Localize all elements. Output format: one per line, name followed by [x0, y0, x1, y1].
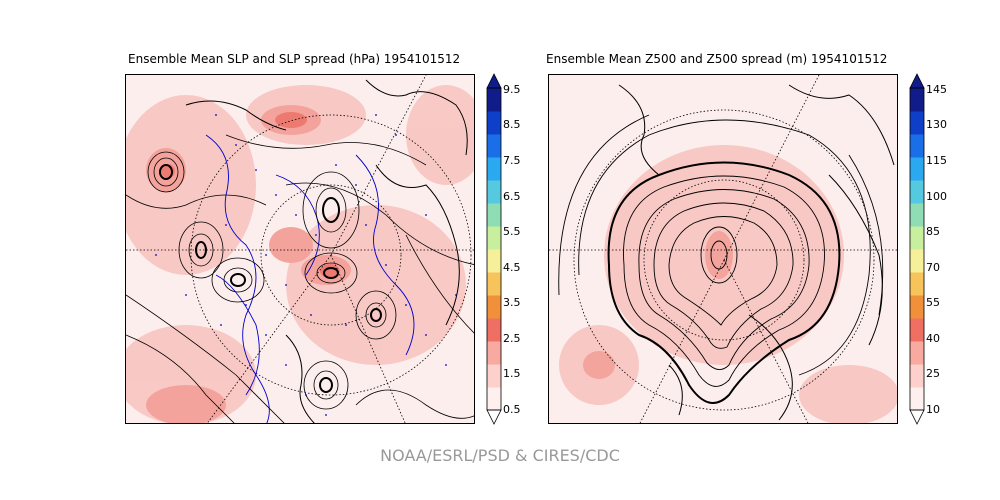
colorbar-min-arrow	[486, 409, 502, 425]
colorbar-segment	[487, 111, 501, 135]
colorbar-frame	[486, 87, 502, 411]
colorbar-frame	[909, 87, 925, 411]
colorbar-max-arrow	[486, 73, 502, 89]
slp-tick: 5.5	[503, 225, 521, 238]
colorbar-segment	[487, 249, 501, 273]
slp-tick: 6.5	[503, 190, 521, 203]
z500-tick: 145	[926, 83, 947, 96]
slp-spread-colorbar	[486, 73, 502, 425]
colorbar-segment	[910, 318, 924, 342]
z500-panel-title: Ensemble Mean Z500 and Z500 spread (m) 1…	[546, 52, 888, 66]
colorbar-segment	[910, 111, 924, 135]
colorbar-segment	[910, 157, 924, 181]
z500-tick: 40	[926, 332, 940, 345]
z500-tick: 130	[926, 118, 947, 131]
colorbar-segment	[910, 295, 924, 319]
colorbar-segment	[487, 387, 501, 411]
z500-spread-map	[548, 74, 898, 424]
colorbar-segment	[910, 387, 924, 411]
colorbar-segment	[910, 272, 924, 296]
colorbar-segment	[487, 318, 501, 342]
colorbar-segment	[487, 203, 501, 227]
slp-tick: 3.5	[503, 296, 521, 309]
slp-tick: 0.5	[503, 403, 521, 416]
colorbar-max-arrow	[909, 73, 925, 89]
colorbar-segment	[487, 341, 501, 365]
slp-tick: 2.5	[503, 332, 521, 345]
z500-spread-colorbar	[909, 73, 925, 425]
colorbar-segment	[487, 134, 501, 158]
z500-tick: 70	[926, 261, 940, 274]
credit-text: NOAA/ESRL/PSD & CIRES/CDC	[380, 446, 620, 465]
colorbar-segment	[910, 88, 924, 112]
z500-tick: 55	[926, 296, 940, 309]
z500-tick: 10	[926, 403, 940, 416]
colorbar-segment	[910, 203, 924, 227]
colorbar-segment	[487, 226, 501, 250]
slp-tick: 8.5	[503, 118, 521, 131]
slp-panel-title: Ensemble Mean SLP and SLP spread (hPa) 1…	[128, 52, 461, 66]
slp-tick: 9.5	[503, 83, 521, 96]
colorbar-segment	[487, 88, 501, 112]
z500-tick: 25	[926, 367, 940, 380]
slp-tick: 1.5	[503, 367, 521, 380]
colorbar-segment	[910, 364, 924, 388]
z500-tick: 100	[926, 190, 947, 203]
colorbar-segment	[487, 157, 501, 181]
colorbar-segment	[487, 180, 501, 204]
z500-tick: 85	[926, 225, 940, 238]
colorbar-segment	[910, 134, 924, 158]
colorbar-segment	[910, 341, 924, 365]
colorbar-segment	[487, 295, 501, 319]
colorbar-segment	[910, 226, 924, 250]
slp-spread-map	[125, 74, 475, 424]
colorbar-segment	[487, 272, 501, 296]
slp-tick: 7.5	[503, 154, 521, 167]
z500-tick: 115	[926, 154, 947, 167]
slp-tick: 4.5	[503, 261, 521, 274]
colorbar-segment	[910, 249, 924, 273]
colorbar-segment	[910, 180, 924, 204]
colorbar-min-arrow	[909, 409, 925, 425]
colorbar-segment	[487, 364, 501, 388]
